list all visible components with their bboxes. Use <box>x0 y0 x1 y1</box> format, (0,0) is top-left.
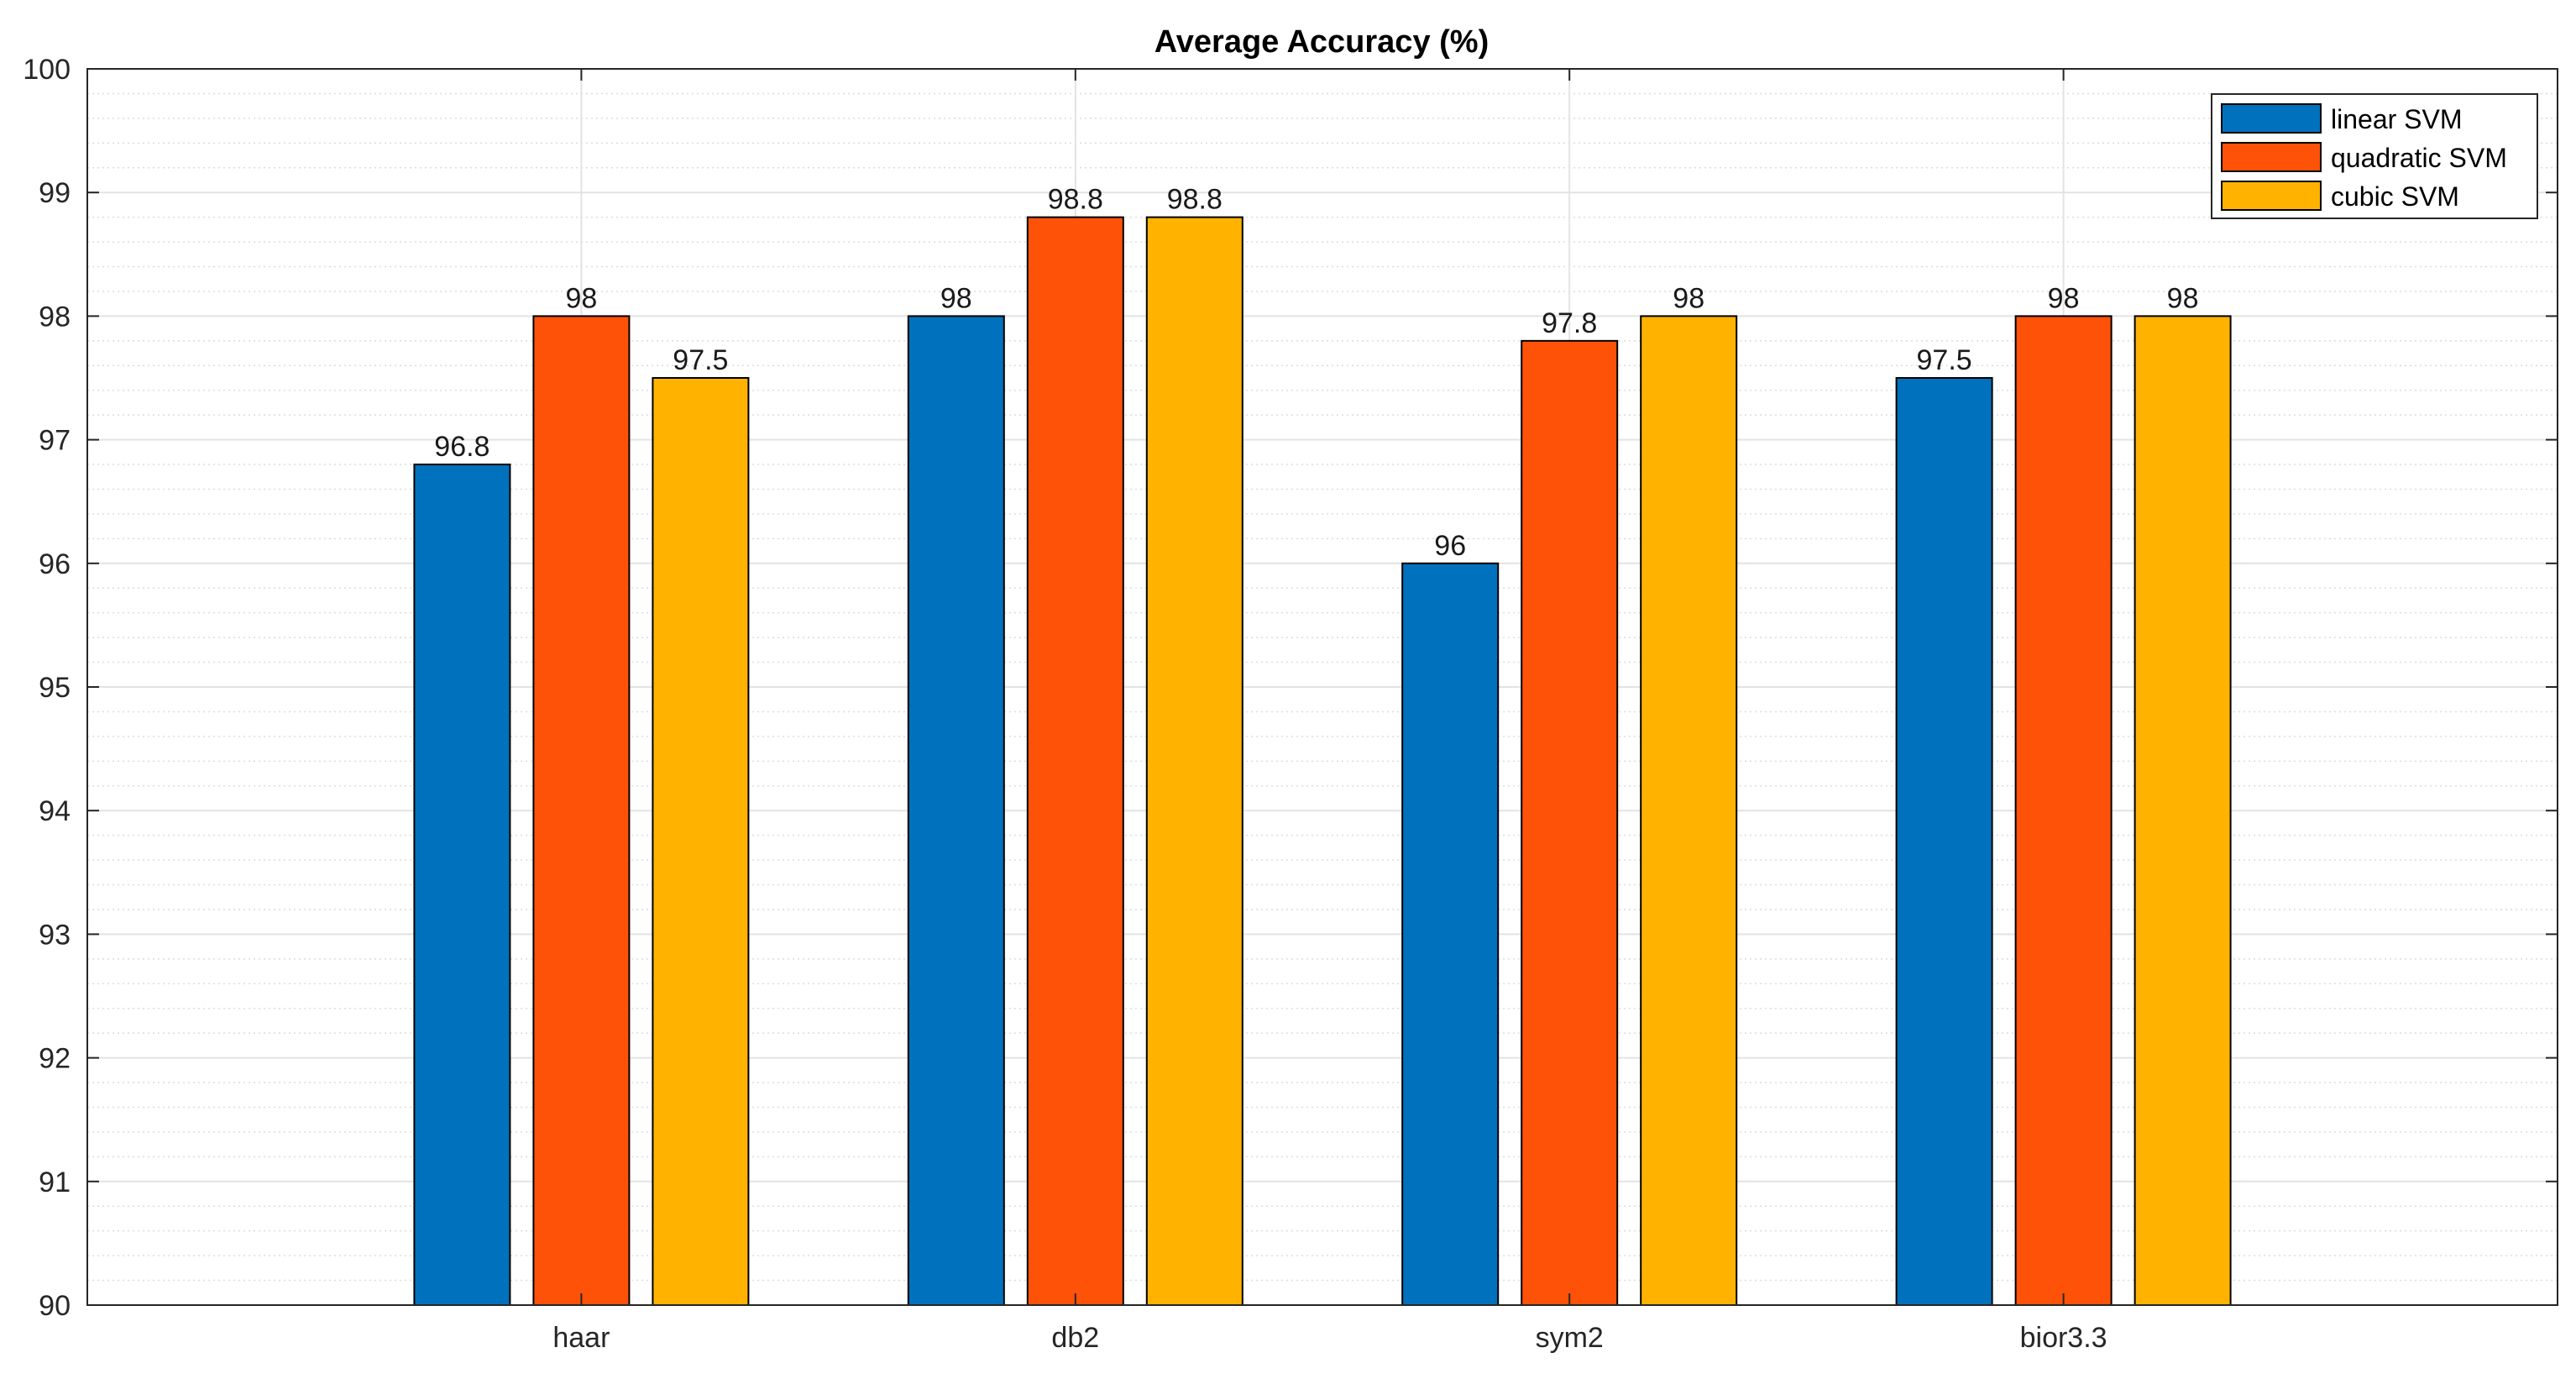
bar-value-label: 96 <box>1434 530 1466 562</box>
bar-haar-series-2 <box>652 377 750 1306</box>
bar-value-label: 97.5 <box>1917 344 1972 376</box>
legend-swatch <box>2221 181 2322 211</box>
x-tick-labels: haar db2 sym2 bior3.3 <box>552 1322 2107 1354</box>
y-tick-label: 99 <box>39 177 71 209</box>
y-tick-labels: 90 91 92 93 94 95 96 97 98 99 100 <box>23 54 71 1322</box>
axes <box>86 68 2558 1306</box>
bar-value-label: 98 <box>565 282 597 314</box>
y-tick-label: 100 <box>23 54 71 86</box>
bar-haar-series-1 <box>532 315 631 1306</box>
bar-db2-series-1 <box>1026 216 1124 1306</box>
bar-haar-series-0 <box>413 464 511 1306</box>
bar-value-label: 98 <box>1673 282 1704 314</box>
y-tick-label: 93 <box>39 919 71 951</box>
chart-title: Average Accuracy (%) <box>1154 24 1489 60</box>
y-tick-label: 90 <box>39 1290 71 1322</box>
bars <box>413 216 2232 1307</box>
bar-sym2-series-0 <box>1401 562 1500 1306</box>
bar-value-label: 97.5 <box>673 344 728 376</box>
bar-sym2-series-2 <box>1640 315 1738 1306</box>
minor-grid <box>87 92 2558 1282</box>
bar-value-label: 97.8 <box>1542 307 1597 339</box>
y-tick-label: 98 <box>39 301 71 333</box>
bar-value-label: 98 <box>2167 282 2199 314</box>
y-tick-label: 91 <box>39 1167 71 1198</box>
bar-bior3.3-series-0 <box>1895 377 1993 1306</box>
bar-value-label: 96.8 <box>434 431 490 463</box>
bar-value-labels: 96.8 98 96 97.5 98 98.8 97.8 98 97.5 98.8 98 98 <box>434 184 2198 562</box>
y-tick-label: 97 <box>39 425 71 457</box>
y-tick-label: 96 <box>39 548 71 580</box>
bar-bior3.3-series-2 <box>2134 315 2232 1306</box>
legend-swatch <box>2221 103 2322 134</box>
bar-value-label: 98.8 <box>1048 184 1103 216</box>
y-tick-label: 95 <box>39 672 71 704</box>
bar-bior3.3-series-1 <box>2014 315 2113 1306</box>
y-tick-label: 92 <box>39 1043 71 1075</box>
x-tick-label: db2 <box>1051 1322 1099 1354</box>
legend-label: cubic SVM <box>2331 181 2459 212</box>
x-tick-label: bior3.3 <box>2020 1322 2107 1354</box>
bar-db2-series-0 <box>907 315 1005 1306</box>
legend-label: linear SVM <box>2331 104 2463 134</box>
bar-value-label: 98 <box>2048 282 2080 314</box>
legend-label: quadratic SVM <box>2331 143 2507 173</box>
x-tick-label: sym2 <box>1536 1322 1604 1354</box>
legend: linear SVM quadratic SVM cubic SVM <box>2211 93 2538 219</box>
bar-sym2-series-1 <box>1521 339 1619 1307</box>
bar-value-label: 98 <box>940 282 972 314</box>
bar-db2-series-2 <box>1145 216 1243 1306</box>
x-tick-label: haar <box>552 1322 610 1354</box>
y-tick-label: 94 <box>39 795 71 827</box>
legend-swatch <box>2221 142 2322 172</box>
bar-value-label: 98.8 <box>1167 184 1223 216</box>
